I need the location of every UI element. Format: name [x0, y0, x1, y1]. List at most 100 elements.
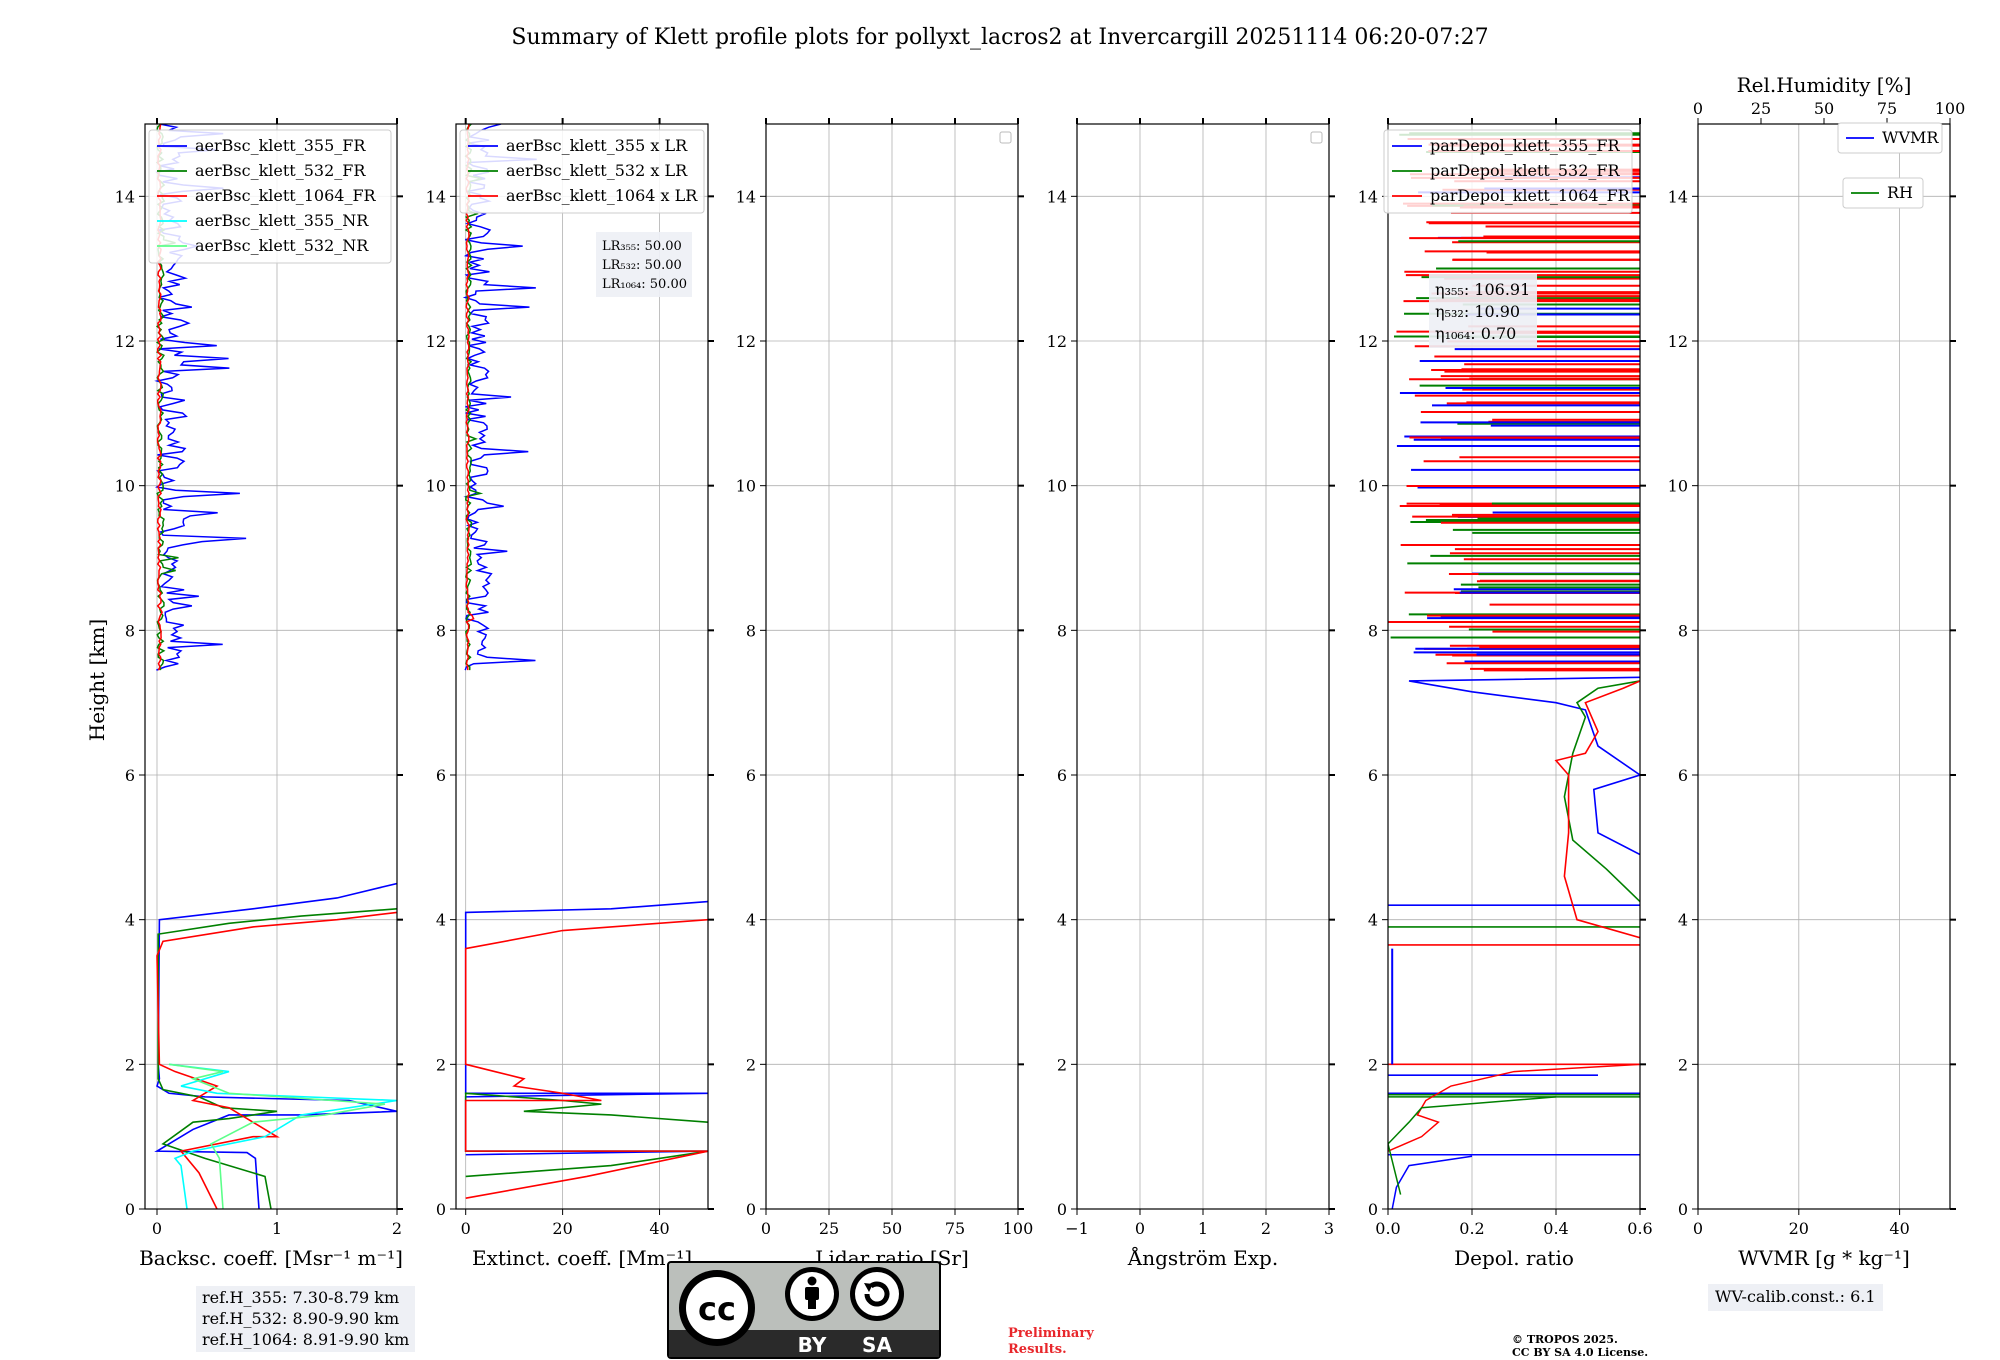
panel-depol: 0 2 4 6 8 10 12 14 0.0 0.2 0.4 0.6 Depol. ratio parDe… — [1358, 118, 1653, 1270]
x-tick-label: 2 — [1261, 1219, 1271, 1238]
y-tick-label: 8 — [436, 621, 446, 640]
y-tick-label: 6 — [125, 766, 135, 785]
x-tick-label: −1 — [1065, 1219, 1089, 1238]
x-tick-label: 25 — [819, 1219, 839, 1238]
y-tick-label: 0 — [1368, 1200, 1378, 1219]
axes-frame — [1387, 123, 1641, 1210]
depol-trace — [1388, 1096, 1557, 1195]
reference-heights-box: ref.H_355: 7.30-8.79 km ref.H_532: 8.90-… — [196, 1286, 416, 1353]
wv-calibration-constant: WV-calib.const.: 6.1 — [1715, 1287, 1876, 1306]
y-tick-label: 10 — [1358, 477, 1378, 496]
y-tick-label: 4 — [746, 911, 756, 930]
y-tick-label: 14 — [426, 187, 446, 206]
top-x-tick-label: 0 — [1693, 99, 1703, 118]
y-tick-label: 6 — [1057, 766, 1067, 785]
legend-entry: aerBsc_klett_1064_FR — [195, 186, 377, 205]
y-tick-label: 2 — [436, 1055, 446, 1074]
annotation-text: LR₅₃₂: 50.00 — [602, 258, 682, 273]
legend-entry: WVMR — [1882, 128, 1939, 147]
y-tick-label: 4 — [1368, 911, 1378, 930]
x-tick-label: 1 — [1198, 1219, 1208, 1238]
x-tick-label: 0 — [1135, 1219, 1145, 1238]
empty-legend — [999, 131, 1012, 144]
series-line-aerBsc_klett_355 x LR — [464, 900, 708, 1156]
top-x-tick-label: 75 — [1877, 99, 1897, 118]
axes-frame — [455, 123, 709, 1210]
x-axis-label: Ångström Exp. — [1127, 1245, 1278, 1270]
legend-entry: aerBsc_klett_1064 x LR — [506, 186, 698, 205]
y-tick-label: 4 — [125, 911, 135, 930]
y-tick-label: 2 — [746, 1055, 756, 1074]
series-line-aerBsc_klett_532_FR — [157, 908, 397, 1209]
panel-extinction: 0 2 4 6 8 10 12 14 0 20 40 Extinct. coeff. [Mm⁻¹] ae… — [426, 118, 714, 1270]
series-line-aerBsc_klett_1064_FR — [156, 911, 397, 1209]
annotation-text: η₁₀₆₄: 0.70 — [1435, 324, 1516, 343]
y-tick-label: 0 — [1057, 1200, 1067, 1219]
cc-icon: cc — [679, 1270, 755, 1346]
legend-box — [148, 129, 392, 264]
legend-entry: aerBsc_klett_532_FR — [195, 161, 366, 180]
x-tick-label: 0.2 — [1459, 1219, 1484, 1238]
empty-legend — [1310, 131, 1323, 144]
x-axis-label: Backsc. coeff. [Msr⁻¹ m⁻¹] — [139, 1246, 403, 1270]
copyright-line-2: CC BY SA 4.0 License. — [1512, 1346, 1648, 1359]
x-axis-label: Extinct. coeff. [Mm⁻¹] — [472, 1246, 692, 1270]
noise-trace — [465, 124, 475, 671]
series-line-aerBsc_klett_532_NR — [168, 1063, 386, 1209]
x-tick-label: 20 — [552, 1219, 572, 1238]
license-by-label: BY — [798, 1333, 827, 1357]
y-tick-label: 14 — [115, 187, 135, 206]
legend-entry: aerBsc_klett_532_NR — [195, 236, 369, 255]
x-tick-label: 0 — [761, 1219, 771, 1238]
legend-entry: parDepol_klett_355_FR — [1430, 136, 1621, 155]
legend-entry: aerBsc_klett_355_NR — [195, 211, 369, 230]
series-line-parDepol_klett_532_FR — [1563, 680, 1640, 903]
y-tick-label: 12 — [115, 332, 135, 351]
depol-trace — [1391, 1155, 1473, 1209]
x-tick-label: 0.4 — [1543, 1219, 1568, 1238]
cc-license-badge[interactable]: cc BY SA — [667, 1261, 941, 1359]
noise-trace — [464, 124, 484, 671]
series-line-parDepol_klett_355_FR — [1408, 676, 1640, 856]
top-x-tick-label: 50 — [1814, 99, 1834, 118]
y-tick-label: 8 — [1678, 621, 1688, 640]
top-x-tick-label: 25 — [1751, 99, 1771, 118]
y-tick-label: 10 — [426, 477, 446, 496]
y-tick-label: 8 — [746, 621, 756, 640]
x-tick-label: 100 — [1003, 1219, 1034, 1238]
y-tick-label: 14 — [736, 187, 756, 206]
x-tick-label: 20 — [1789, 1219, 1809, 1238]
legend-entry: parDepol_klett_532_FR — [1430, 161, 1621, 180]
y-tick-label: 2 — [1368, 1055, 1378, 1074]
license-sa-label: SA — [862, 1333, 892, 1357]
y-tick-label: 10 — [1047, 477, 1067, 496]
legend-entry: aerBsc_klett_355 x LR — [506, 136, 688, 155]
x-tick-label: 0 — [1693, 1219, 1703, 1238]
y-tick-label: 12 — [1358, 332, 1378, 351]
y-tick-label: 14 — [1047, 187, 1067, 206]
y-tick-label: 10 — [1668, 477, 1688, 496]
noise-trace — [462, 124, 537, 671]
y-tick-label: 6 — [1678, 766, 1688, 785]
x-tick-label: 0 — [152, 1219, 162, 1238]
legend: parDepol_klett_355_FR parDepol_klett_532_… — [1383, 129, 1633, 214]
copyright-line-1: © TROPOS 2025. — [1512, 1333, 1618, 1346]
svg-text:cc: cc — [698, 1290, 736, 1328]
legend-entry: aerBsc_klett_532 x LR — [506, 161, 688, 180]
series-line-aerBsc_klett_1064 x LR — [464, 918, 708, 1199]
ref-height-532: ref.H_532: 8.90-9.90 km — [202, 1308, 400, 1328]
y-tick-label: 4 — [1057, 911, 1067, 930]
ref-height-1064: ref.H_1064: 8.91-9.90 km — [202, 1329, 410, 1349]
annotation-bg — [1429, 274, 1537, 348]
y-tick-label: 0 — [746, 1200, 756, 1219]
y-tick-label: 8 — [125, 621, 135, 640]
legend-rh: RH — [1842, 177, 1924, 209]
x-tick-label: 3 — [1324, 1219, 1334, 1238]
annotation-text: LR₃₅₅: 50.00 — [602, 239, 682, 254]
y-axis-label: Height [km] — [85, 619, 109, 741]
y-tick-label: 10 — [115, 477, 135, 496]
top-x-tick-label: 100 — [1935, 99, 1966, 118]
